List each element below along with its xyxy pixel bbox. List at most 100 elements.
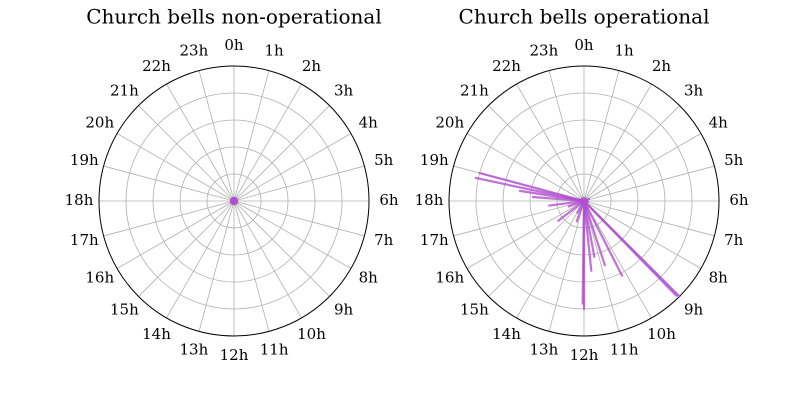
theta-tick-label: 22h [142, 57, 171, 75]
angular-gridline [116, 133, 235, 202]
angular-gridline [233, 105, 330, 202]
polar-frame [98, 65, 370, 337]
theta-tick-label: 2h [302, 57, 322, 75]
center-cluster [580, 197, 588, 205]
angular-gridline [233, 83, 302, 202]
theta-tick-label: 4h [359, 114, 379, 132]
theta-tick-label: 0h [224, 36, 244, 54]
theta-tick-label: 18h [65, 191, 94, 209]
angular-gridline [583, 200, 715, 237]
theta-tick-label: 7h [724, 231, 744, 249]
theta-tick-label: 8h [709, 269, 729, 287]
center-cluster [230, 197, 238, 205]
theta-tick-label: 20h [85, 114, 114, 132]
theta-tick-label: 2h [652, 57, 672, 75]
theta-tick-label: 9h [334, 301, 354, 319]
theta-tick-label: 5h [374, 151, 394, 169]
theta-tick-label: 13h [530, 341, 559, 359]
angular-gridline [138, 105, 235, 202]
angular-gridline [198, 70, 235, 202]
data-segment [581, 199, 586, 305]
theta-tick-label: 20h [435, 114, 464, 132]
polar-chart-operational: Church bells operational 0h 1h 2h 3h 4h 5h 6h 7h… [415, 5, 749, 365]
theta-tick-label: 0h [574, 36, 594, 54]
theta-tick-label: 19h [70, 151, 99, 169]
theta-tick-label: 10h [647, 325, 676, 343]
angular-gridline [488, 105, 585, 202]
theta-tick-label: 14h [492, 325, 521, 343]
angular-gridline [466, 133, 585, 202]
theta-tick-label: 9h [684, 301, 704, 319]
polar-chart-non-operational: Church bells non-operational 0h 1h 2h 3h 4h 5h… [65, 5, 399, 365]
chart-title: Church bells operational [459, 5, 710, 29]
angular-gridline [233, 200, 352, 269]
theta-tick-label: 15h [110, 301, 139, 319]
angular-gridline [453, 200, 585, 237]
theta-tick-label: 23h [180, 41, 209, 59]
theta-tick-label: 4h [709, 114, 729, 132]
theta-tick-label: 19h [420, 151, 449, 169]
theta-tick-label: 15h [460, 301, 489, 319]
polar-frame [448, 65, 720, 337]
angular-gridline [233, 133, 352, 202]
theta-tick-label: 21h [110, 81, 139, 99]
angular-gridline [198, 200, 235, 332]
angular-gridline [166, 200, 235, 319]
theta-tick-label: 16h [435, 269, 464, 287]
angular-gridline [548, 70, 585, 202]
theta-tick-label: 12h [570, 346, 599, 364]
theta-tick-label: 5h [724, 151, 744, 169]
theta-tick-label: 6h [379, 191, 399, 209]
theta-tick-label: 23h [530, 41, 559, 59]
angular-gridline [583, 200, 652, 319]
data-segment [548, 199, 586, 207]
angular-gridline [548, 200, 585, 332]
theta-tick-label: 6h [729, 191, 749, 209]
angular-gridline [516, 200, 585, 319]
theta-tick-label: 3h [684, 81, 704, 99]
chart-title: Church bells non-operational [86, 5, 382, 29]
angular-gridline [583, 133, 702, 202]
angular-gridline [233, 200, 365, 237]
theta-tick-label: 11h [260, 341, 289, 359]
theta-tick-label: 12h [220, 346, 249, 364]
angular-gridline [233, 200, 302, 319]
theta-tick-label: 11h [610, 341, 639, 359]
data-segment [582, 199, 593, 272]
angular-gridline [138, 200, 235, 297]
angular-gridline [103, 165, 235, 202]
data-segment [557, 199, 586, 222]
theta-tick-label: 13h [180, 341, 209, 359]
data-segment [582, 199, 678, 297]
data-segment [582, 199, 606, 267]
angular-gridline [583, 70, 620, 202]
theta-tick-label: 14h [142, 325, 171, 343]
angular-gridline [103, 200, 235, 237]
theta-tick-label: 17h [70, 231, 99, 249]
data-segment [478, 171, 586, 203]
theta-tick-label: 3h [334, 81, 354, 99]
data-segment [582, 199, 624, 277]
angular-gridline [233, 70, 270, 202]
angular-gridline [583, 83, 652, 202]
theta-tick-label: 22h [492, 57, 521, 75]
angular-gridline [583, 165, 715, 202]
theta-tick-label: 1h [615, 41, 635, 59]
theta-tick-label: 16h [85, 269, 114, 287]
angular-gridline [583, 105, 680, 202]
angular-gridline [166, 83, 235, 202]
theta-tick-label: 10h [297, 325, 326, 343]
angular-gridline [583, 200, 702, 269]
angular-gridline [116, 200, 235, 269]
angular-gridline [516, 83, 585, 202]
theta-tick-label: 1h [265, 41, 285, 59]
angular-gridline [466, 200, 585, 269]
angular-gridline [583, 200, 620, 332]
angular-gridline [488, 200, 585, 297]
theta-tick-label: 21h [460, 81, 489, 99]
theta-tick-label: 7h [374, 231, 394, 249]
theta-tick-label: 17h [420, 231, 449, 249]
angular-gridline [233, 200, 330, 297]
angular-gridline [233, 165, 365, 202]
